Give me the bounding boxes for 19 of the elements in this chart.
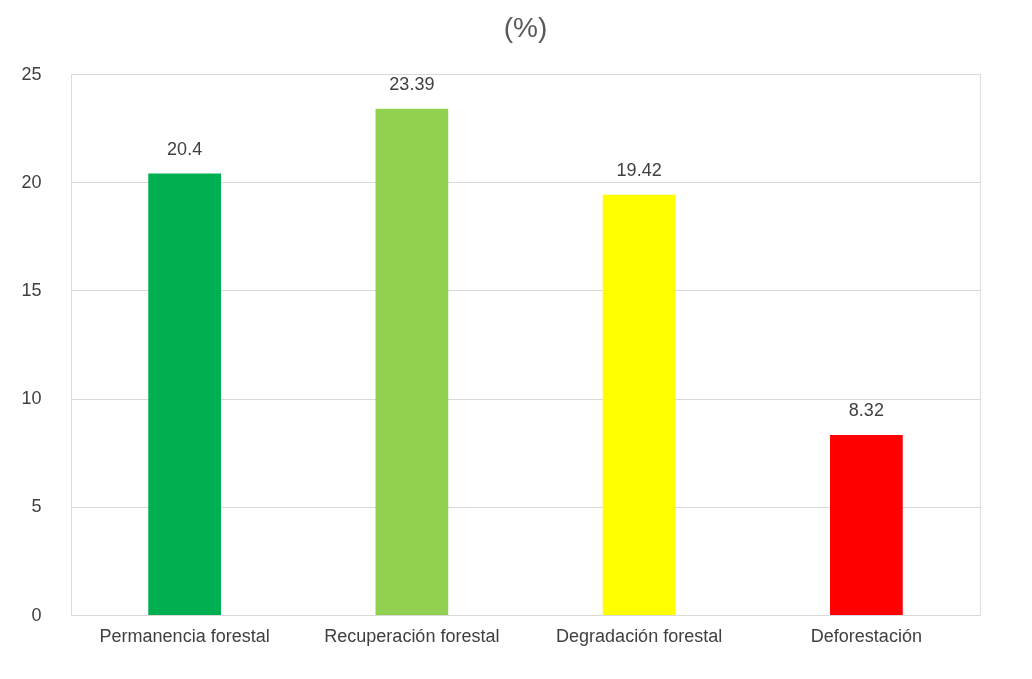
y-tick-label: 10 — [21, 388, 42, 409]
bar — [602, 194, 676, 615]
bar — [148, 173, 221, 615]
x-tick-label: Deforestación — [810, 625, 922, 646]
y-tick-label: 15 — [21, 279, 42, 300]
data-label: 23.39 — [389, 73, 435, 94]
y-tick-label: 5 — [31, 496, 42, 517]
chart-title: (%) — [503, 12, 548, 43]
data-label: 8.32 — [848, 399, 884, 420]
x-tick-label: Recuperación forestal — [324, 625, 500, 646]
bar — [830, 434, 903, 615]
y-tick-label: 0 — [31, 604, 42, 625]
x-tick-label: Degradación forestal — [556, 625, 723, 646]
x-tick-label: Permanencia forestal — [99, 625, 270, 646]
bar — [375, 108, 449, 615]
data-label: 19.42 — [616, 159, 662, 180]
data-label: 20.4 — [167, 138, 203, 159]
y-tick-label: 20 — [21, 171, 42, 192]
y-tick-label: 25 — [21, 63, 42, 84]
